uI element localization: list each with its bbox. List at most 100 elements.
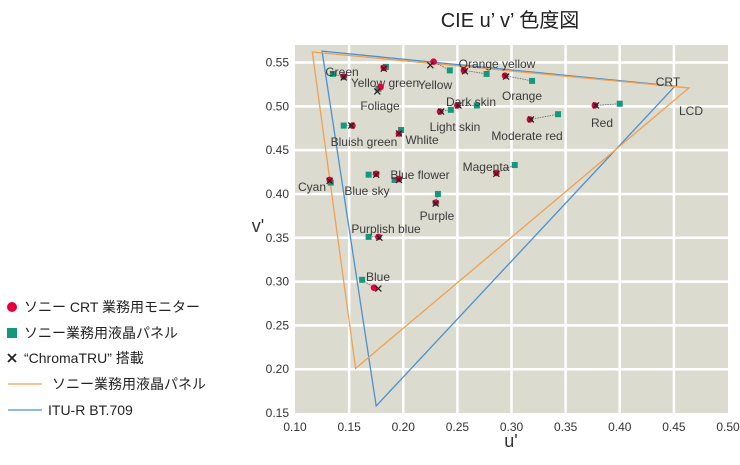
crt-circle-marker xyxy=(326,176,333,184)
x-tick-label: 0.45 xyxy=(662,420,686,434)
y-tick-label: 0.45 xyxy=(266,143,290,157)
patch-label: Blue flower xyxy=(390,168,449,182)
chromatru-cross-marker xyxy=(592,102,600,109)
crt-circle-marker xyxy=(395,175,403,183)
patch-dark-skin: Dark skin xyxy=(446,95,496,109)
crt-circle-marker xyxy=(372,170,380,178)
y-tick-label: 0.20 xyxy=(266,362,290,376)
lcd-square-marker xyxy=(398,126,405,133)
chromatru-cross-marker xyxy=(395,176,403,184)
lcd-square-marker xyxy=(616,100,623,107)
patch-orange-yellow: Orange yellow xyxy=(459,57,536,77)
lcd-square-marker xyxy=(365,233,372,240)
x-tick-label: 0.50 xyxy=(716,420,740,434)
patch-orange: Orange xyxy=(501,72,542,103)
lcd-square-marker xyxy=(555,111,562,118)
chart-title: CIE u’ v’ 色度図 xyxy=(441,9,580,32)
lcd-square-marker xyxy=(529,77,536,84)
patch-label: Orange xyxy=(502,89,542,103)
patch-purplish-blue: Purplish blue xyxy=(351,222,421,242)
chromatru-cross-marker xyxy=(373,88,381,95)
patch-label: Blue sky xyxy=(344,184,389,198)
lcd-square-marker xyxy=(340,122,347,129)
axis-ticks: 0.10 0.15 0.20 0.25 0.30 0.35 0.40 0.45 0.500.15… xyxy=(266,56,740,434)
legend-label: ソニー業務用液晶パネル xyxy=(52,376,206,392)
patch-label: Light skin xyxy=(430,120,481,134)
chromatru-cross-marker xyxy=(461,67,469,75)
legend-item: ソニー業務用液晶パネル xyxy=(7,325,178,341)
chromatru-cross-marker xyxy=(437,108,445,116)
patch-bluish-green: Bluish green xyxy=(331,122,398,149)
chromatru-cross-marker xyxy=(455,102,462,109)
patch-yellow-green: Yellow green xyxy=(351,63,419,90)
patch-label: Bluish green xyxy=(331,135,398,149)
chromatru-cross-marker xyxy=(374,285,382,293)
chromatru-cross-marker xyxy=(395,130,403,137)
lcd-square-marker xyxy=(446,67,453,74)
crt-circle-marker xyxy=(349,122,356,129)
patch-moderate-red: Moderate red xyxy=(491,111,563,143)
patch-label: Yellow green xyxy=(351,76,419,90)
x-tick-label: 0.20 xyxy=(392,420,416,434)
patch-blue-flower: Blue flower xyxy=(390,168,450,184)
legend-item: ITU-R BT.709 xyxy=(8,402,133,418)
patch-green: Green xyxy=(325,65,359,81)
chromatru-cross-marker xyxy=(527,116,535,123)
patch-label: Foliage xyxy=(360,99,400,113)
chromatru-cross-marker xyxy=(376,234,383,242)
patch-label: Yellow xyxy=(418,78,453,92)
patch-connector xyxy=(332,73,344,77)
chromatru-cross-marker xyxy=(426,61,434,69)
y-axis-label: v' xyxy=(252,216,264,236)
patch-whlite: Whlite xyxy=(395,126,439,147)
legend-item: ソニー CRT 業務用モニター xyxy=(7,299,200,315)
patch-label: Magenta xyxy=(463,160,510,174)
chromatru-cross-marker xyxy=(380,65,388,73)
lcd-square-marker xyxy=(511,162,518,169)
patch-connector xyxy=(504,75,533,82)
crt-circle-marker xyxy=(454,102,461,109)
crt-circle-marker xyxy=(380,64,388,72)
gamut-label-lcd: LCD xyxy=(679,104,703,118)
patch-foliage: Foliage xyxy=(360,83,400,113)
patch-label: Cyan xyxy=(298,180,326,194)
patch-label: Moderate red xyxy=(491,129,562,143)
crt-circle-marker xyxy=(340,73,348,80)
patch-connector xyxy=(529,113,559,120)
x-tick-label: 0.25 xyxy=(446,420,470,434)
y-tick-label: 0.30 xyxy=(266,275,290,289)
x-axis-label: u' xyxy=(504,431,517,451)
x-tick-label: 0.35 xyxy=(554,420,578,434)
patch-red: Red xyxy=(591,100,623,130)
chromatru-cross-marker xyxy=(502,73,510,80)
y-tick-label: 0.40 xyxy=(266,187,290,201)
patch-label: Green xyxy=(325,65,358,79)
patch-cyan: Cyan xyxy=(298,176,334,194)
x-tick-label: 0.10 xyxy=(283,420,307,434)
y-tick-label: 0.50 xyxy=(266,99,290,113)
legend-label: “ChromaTRU” 搭載 xyxy=(24,350,144,366)
crt-circle-marker xyxy=(377,83,384,91)
chromatru-cross-marker xyxy=(492,170,500,178)
lcd-square-marker xyxy=(391,176,398,183)
patch-connector xyxy=(463,70,487,75)
legend-cross-icon xyxy=(7,353,17,363)
patch-connector xyxy=(496,164,515,174)
y-tick-label: 0.25 xyxy=(266,318,290,332)
patch-magenta: Magenta xyxy=(463,160,518,178)
legend-square-icon xyxy=(7,328,17,338)
legend-item: “ChromaTRU” 搭載 xyxy=(7,350,144,366)
gamut-triangle-lcd xyxy=(311,51,691,370)
chromatru-cross-marker xyxy=(347,122,355,130)
patch-blue: Blue xyxy=(359,270,390,293)
x-tick-label: 0.15 xyxy=(337,420,361,434)
y-tick-label: 0.55 xyxy=(266,56,290,70)
patch-label: Dark skin xyxy=(446,95,496,109)
patch-purple: Purple xyxy=(420,190,455,223)
legend-item: ソニー業務用液晶パネル xyxy=(8,376,206,392)
crt-circle-marker xyxy=(436,108,444,115)
patch-label: Purplish blue xyxy=(351,222,421,236)
chromatru-cross-marker xyxy=(372,171,380,179)
gamut-labels: CRT LCD xyxy=(656,75,704,118)
